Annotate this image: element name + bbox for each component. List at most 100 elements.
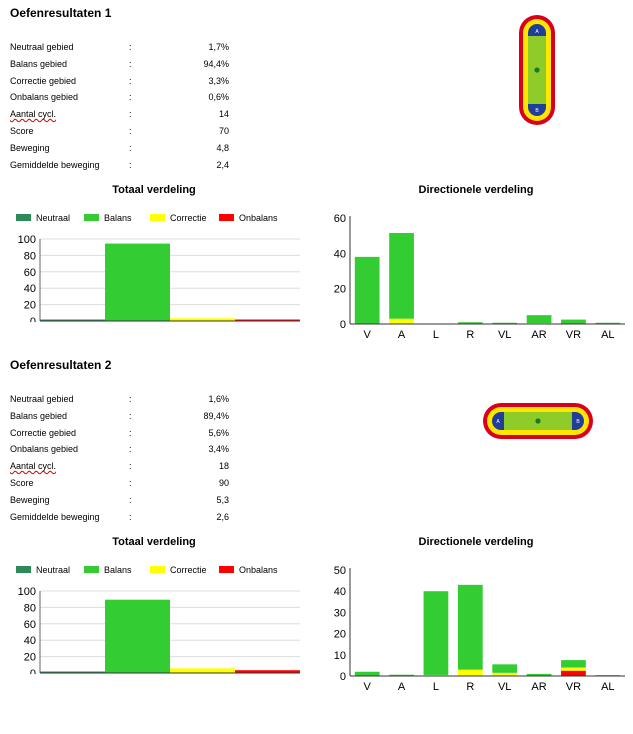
stat-value: 18 [218, 461, 229, 472]
bar [40, 671, 105, 673]
gauge-label-bottom: B [535, 108, 539, 114]
results-section-1: Oefenresultaten 1 Neutraal gebied: 1,7% B… [0, 6, 633, 351]
bar [235, 319, 300, 321]
bar-segment [492, 672, 518, 676]
x-tick-label: VR [566, 329, 581, 341]
stat-colon: : [129, 394, 132, 404]
stat-colon: : [129, 494, 132, 505]
bar-segment [526, 315, 552, 324]
stat-label: Beweging [10, 494, 50, 505]
legend-label: Neutraal [36, 213, 70, 223]
stat-label: Neutraal gebied [10, 42, 74, 52]
stat-colon: : [129, 511, 132, 522]
stat-value: 2,4 [216, 159, 229, 170]
y-tick-label: 60 [24, 619, 36, 631]
bar-segment [561, 670, 586, 676]
x-tick-label: A [398, 329, 406, 341]
legend-swatch [16, 214, 31, 221]
bar [40, 319, 105, 321]
legend-swatch [219, 566, 234, 573]
stat-value: 14 [218, 109, 229, 120]
totaal-verdeling-chart: Neutraal Balans Correctie Onbalans 0 20 40 60 80… [16, 213, 300, 322]
stat-value: 3,4% [208, 444, 229, 455]
legend-label: Correctie [170, 213, 207, 223]
bar-segment [457, 669, 483, 676]
stat-value: 1,7% [208, 42, 229, 52]
gauge-bubble [535, 418, 541, 424]
legend-swatch [150, 214, 165, 221]
y-tick-label: 20 [24, 300, 36, 312]
stat-colon: : [129, 159, 132, 170]
y-tick-label: 0 [340, 319, 346, 331]
y-tick-label: 20 [334, 629, 346, 641]
y-tick-label: 20 [334, 284, 346, 296]
chart-title-directioneel: Directionele verdeling [418, 184, 534, 196]
stat-label: Score [10, 477, 34, 488]
y-tick-label: 0 [30, 668, 36, 674]
y-tick-label: 60 [334, 213, 346, 225]
stat-colon: : [129, 477, 132, 488]
bar [170, 668, 235, 673]
stat-colon: : [129, 461, 132, 472]
gauge-label-top: A [496, 419, 500, 425]
x-tick-label: AL [601, 681, 614, 693]
legend-label: Balans [104, 565, 132, 575]
y-tick-label: 40 [24, 635, 36, 647]
bar-segment [389, 318, 414, 324]
results-section-2: Oefenresultaten 2 Neutraal gebied: 1,6% B… [0, 358, 633, 734]
bar-segment [561, 319, 586, 324]
balance-gauge-horizontal: A B [483, 403, 593, 439]
bar [105, 599, 170, 673]
stat-colon: : [129, 142, 132, 153]
legend-swatch [219, 214, 234, 221]
bar-segment [457, 584, 483, 670]
stat-value: 2,6 [216, 511, 229, 522]
stat-value: 90 [218, 477, 229, 488]
stat-colon: : [129, 58, 132, 69]
legend-label: Balans [104, 213, 132, 223]
gauge-label-bottom: B [576, 419, 580, 425]
y-tick-label: 50 [334, 565, 346, 577]
legend-label: Onbalans [239, 213, 278, 223]
legend-swatch [84, 566, 99, 573]
bar-segment [595, 322, 621, 324]
chart-title-directioneel: Directionele verdeling [418, 536, 534, 548]
stat-label: Gemiddelde beweging [10, 159, 100, 170]
bar [235, 670, 300, 673]
legend-label: Neutraal [36, 565, 70, 575]
bar-segment [561, 667, 586, 671]
legend-swatch [84, 214, 99, 221]
y-tick-label: 0 [30, 316, 36, 322]
stat-colon: : [129, 427, 132, 438]
bar-segment [457, 322, 483, 324]
bar-segment [423, 591, 449, 675]
x-tick-label: VL [498, 329, 511, 341]
stat-label: Gemiddelde beweging [10, 511, 100, 522]
stat-label: Aantal cycl. [10, 109, 57, 120]
y-tick-label: 0 [340, 671, 346, 683]
x-tick-label: L [433, 329, 439, 341]
legend-label: Correctie [170, 565, 207, 575]
stat-value: 1,6% [208, 394, 229, 404]
bar-segment [389, 674, 414, 676]
legend-swatch [16, 566, 31, 573]
y-tick-label: 100 [18, 234, 36, 246]
x-tick-label: AR [531, 329, 546, 341]
stat-colon: : [129, 125, 132, 136]
bar-segment [492, 664, 518, 673]
stat-colon: : [129, 75, 132, 86]
bar [105, 243, 170, 321]
chart-title-totaal: Totaal verdeling [112, 536, 196, 548]
balance-gauge-vertical: A B [519, 15, 555, 125]
stat-value: 4,8 [216, 142, 229, 153]
stat-label: Neutraal gebied [10, 394, 74, 404]
legend-label: Onbalans [239, 565, 278, 575]
stat-label: Score [10, 125, 34, 136]
stat-label: Onbalans gebied [10, 92, 79, 103]
y-tick-label: 100 [18, 586, 36, 598]
stat-label: Correctie gebied [10, 75, 77, 86]
x-tick-label: R [466, 329, 474, 341]
stat-value: 5,6% [208, 427, 229, 438]
bar-segment [389, 233, 414, 319]
